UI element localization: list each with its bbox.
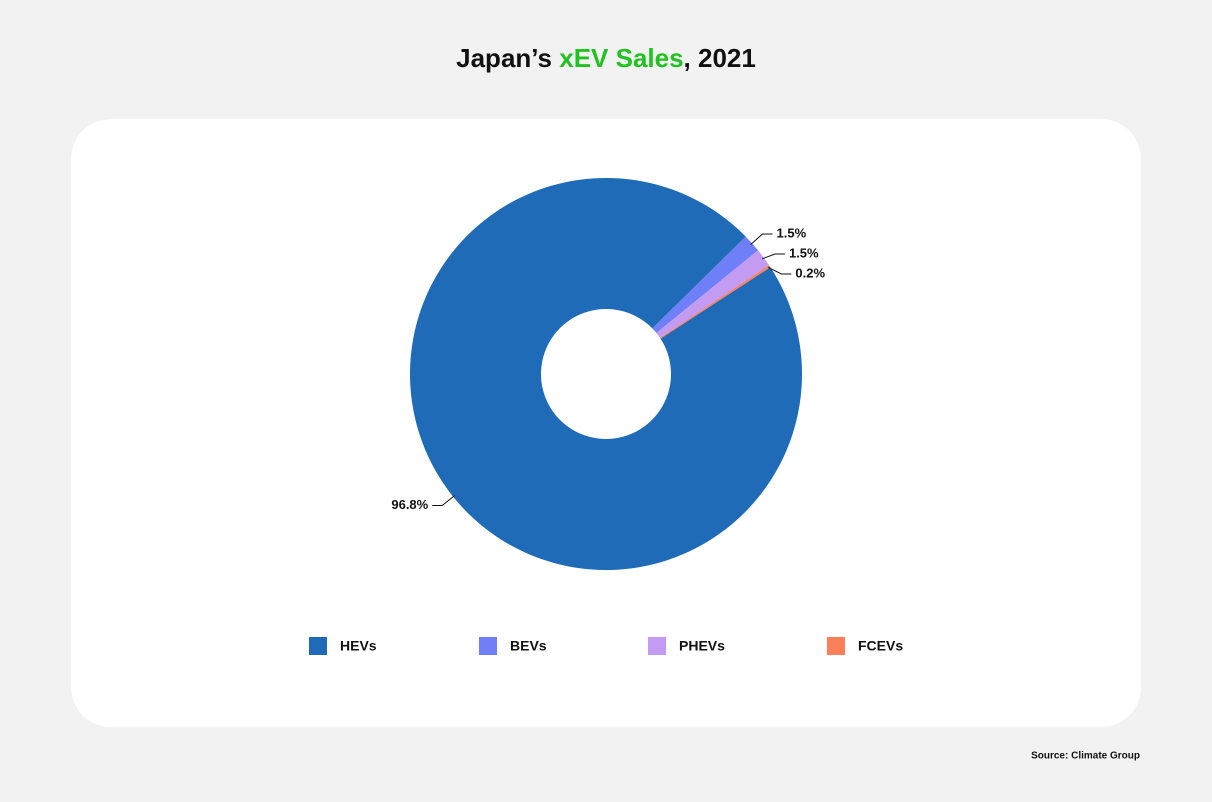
leader-line <box>432 495 456 506</box>
source: Source: Climate Group <box>1031 751 1140 762</box>
data-label: 96.8% <box>391 497 428 512</box>
legend-swatch <box>309 637 327 655</box>
chart-title: Japan’s xEV Sales, 2021 <box>456 43 756 73</box>
slice <box>652 236 759 333</box>
slice <box>656 250 770 338</box>
leader-line <box>767 266 792 275</box>
legend-swatch <box>479 637 497 655</box>
data-label: 1.5% <box>777 225 807 240</box>
legend-swatch <box>827 637 845 655</box>
data-label: 0.2% <box>795 265 825 280</box>
legend-label: HEVs <box>340 638 377 654</box>
title-highlight: xEV Sales <box>559 43 683 73</box>
legend-label: FCEVs <box>858 638 903 654</box>
slice <box>409 177 802 570</box>
slice <box>660 265 771 339</box>
legend-swatch <box>648 637 666 655</box>
leader-line <box>750 233 773 246</box>
card <box>71 119 1141 727</box>
title-part: , 2021 <box>684 43 756 73</box>
data-label: 1.5% <box>789 245 819 260</box>
legend-label: BEVs <box>510 638 547 654</box>
legend-label: PHEVs <box>679 638 725 654</box>
leader-line <box>761 253 785 260</box>
title-part: Japan’s <box>456 43 559 73</box>
